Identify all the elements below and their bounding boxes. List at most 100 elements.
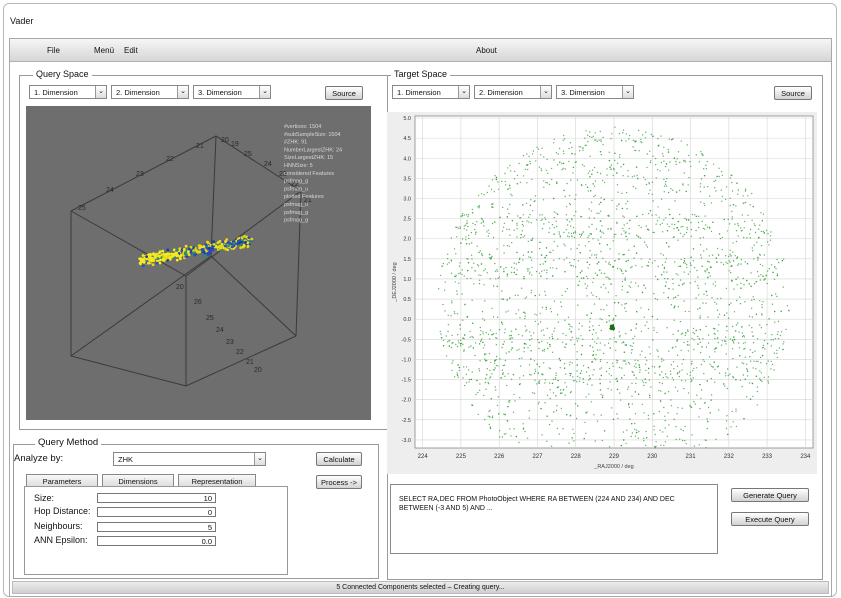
data-point	[703, 372, 705, 375]
target-dim1-select[interactable]: 1. Dimension ⌄	[392, 85, 470, 99]
data-point	[510, 330, 513, 332]
data-point	[502, 364, 504, 367]
data-point	[678, 375, 680, 378]
data-point	[715, 303, 718, 305]
data-point	[484, 418, 486, 421]
data-point	[643, 412, 645, 414]
data-point	[559, 161, 561, 163]
data-point	[625, 310, 627, 313]
neighbours-input[interactable]: 5	[97, 522, 216, 532]
query-dim3-select[interactable]: 3. Dimension ⌄	[193, 85, 271, 99]
size-input[interactable]: 10	[97, 493, 216, 503]
data-point	[564, 382, 566, 384]
data-point	[589, 256, 591, 259]
data-point	[457, 376, 459, 378]
data-point	[721, 195, 724, 198]
data-point	[697, 335, 699, 338]
data-point	[545, 181, 547, 184]
query-dim2-select[interactable]: 2. Dimension ⌄	[111, 85, 189, 99]
tab-dimensions[interactable]: Dimensions	[102, 474, 174, 487]
data-point	[552, 337, 554, 340]
data-point	[677, 220, 679, 223]
tab-parameters[interactable]: Parameters	[26, 474, 98, 487]
sql-query-text[interactable]: SELECT RA,DEC FROM PhotoObject WHERE RA …	[390, 484, 718, 554]
data-point	[632, 146, 634, 148]
menu-file[interactable]: File	[47, 46, 60, 55]
process-button[interactable]: Process ->	[316, 475, 362, 489]
data-point	[598, 324, 600, 327]
data-point	[455, 343, 457, 346]
data-point	[516, 269, 518, 271]
data-point	[543, 269, 545, 271]
data-point	[767, 376, 770, 378]
generate-query-button[interactable]: Generate Query	[731, 488, 809, 502]
point-3d	[178, 247, 182, 251]
analyze-by-select[interactable]: ZHK ⌄	[113, 452, 266, 466]
tab-representation[interactable]: Representation	[178, 474, 256, 487]
data-point	[541, 214, 543, 216]
data-point	[504, 328, 506, 330]
data-point	[624, 360, 626, 362]
data-point	[545, 247, 548, 249]
data-point	[491, 206, 493, 208]
query-source-button[interactable]: Source	[325, 86, 363, 100]
data-point	[565, 343, 567, 345]
data-point	[736, 182, 738, 184]
data-point	[462, 337, 464, 339]
query-3d-plot[interactable]: 25 24 23 22 21 20 19 25 24 23 22 21 20 26 25 24 23 22 21 20…	[26, 106, 371, 420]
hop-distance-label: Hop Distance:	[34, 506, 91, 516]
data-point	[657, 350, 659, 352]
target-scatter-plot[interactable]: 224 225 226 227 228 229 230 231 232 233 234 5.0 4.5…	[387, 112, 817, 474]
data-point	[634, 435, 637, 437]
data-point	[689, 262, 691, 264]
data-point	[614, 126, 616, 128]
menu-edit[interactable]: Edit	[124, 46, 138, 55]
menu-about[interactable]: About	[476, 46, 497, 55]
data-point	[740, 282, 742, 284]
data-point	[587, 267, 589, 269]
data-point	[589, 176, 591, 178]
data-point	[591, 254, 593, 256]
calculate-button[interactable]: Calculate	[316, 452, 362, 466]
data-point	[629, 219, 631, 222]
data-point	[471, 404, 474, 407]
data-point	[500, 266, 502, 268]
data-point	[488, 185, 490, 187]
target-dim2-select[interactable]: 2. Dimension ⌄	[474, 85, 552, 99]
data-point	[456, 236, 458, 238]
data-point	[737, 193, 739, 195]
data-point	[565, 386, 568, 388]
data-point	[562, 150, 565, 152]
target-dim3-select[interactable]: 3. Dimension ⌄	[556, 85, 634, 99]
data-point	[481, 218, 483, 220]
data-point	[505, 352, 507, 354]
data-point	[483, 194, 485, 196]
data-point	[665, 185, 668, 187]
data-point	[595, 256, 598, 259]
ann-epsilon-input[interactable]: 0.0	[97, 536, 216, 546]
data-point	[442, 345, 445, 347]
data-point	[522, 254, 525, 256]
data-point	[654, 372, 656, 374]
data-point	[561, 392, 563, 394]
data-point	[700, 254, 702, 256]
execute-query-button[interactable]: Execute Query	[731, 512, 809, 526]
menu-menu[interactable]: Menü	[94, 46, 115, 55]
query-dim1-select[interactable]: 1. Dimension ⌄	[29, 85, 107, 99]
point-3d	[156, 257, 160, 260]
data-point	[601, 318, 603, 321]
data-point	[529, 331, 531, 333]
data-point	[600, 414, 602, 416]
data-point	[637, 177, 639, 180]
data-point	[679, 232, 682, 235]
data-point	[643, 316, 645, 318]
data-point	[459, 339, 462, 342]
target-source-button[interactable]: Source	[774, 86, 812, 100]
data-point	[714, 281, 717, 283]
data-point	[702, 168, 705, 170]
data-point	[546, 440, 548, 442]
data-point	[783, 341, 785, 343]
data-point	[553, 259, 555, 261]
hop-distance-input[interactable]: 0	[97, 507, 216, 517]
data-point	[619, 154, 621, 156]
